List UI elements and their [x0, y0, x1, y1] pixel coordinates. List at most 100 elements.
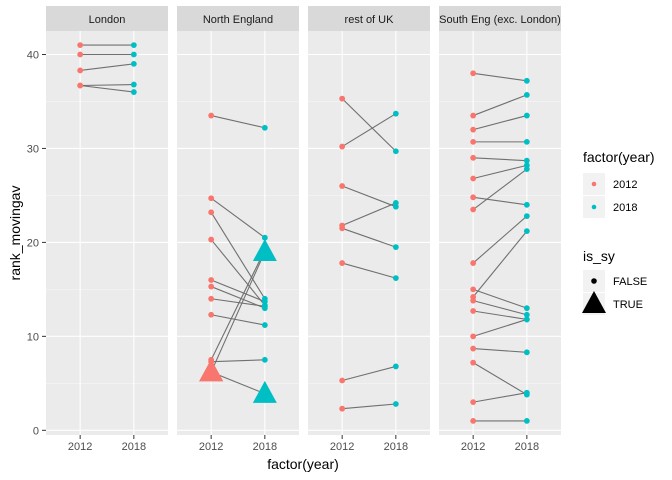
point-rest-of-uk-6-2018: [392, 363, 399, 370]
point-north-england-11-2012-triangle: [199, 359, 224, 382]
slope-line-rest-of-uk-5: [342, 262, 396, 279]
point-south-eng-exc-london-2-2018: [523, 112, 530, 119]
point-london-4-2012: [77, 82, 84, 89]
point-south-eng-exc-london-11-2012: [470, 297, 477, 304]
point-south-eng-exc-london-1-2018: [523, 91, 530, 98]
point-south-eng-exc-london-9-2012: [470, 286, 477, 293]
point-south-eng-exc-london-3-2012: [470, 138, 477, 145]
point-north-england-1-2012: [208, 195, 215, 202]
facet-rest-of-uk: rest of UK 2012 2018: [308, 6, 430, 453]
strip-bg-north-england: [177, 6, 299, 31]
x-tick-label-north-england-2018: 2018: [253, 441, 277, 453]
point-south-eng-exc-london-13-2018: [523, 316, 530, 323]
x-tick-label-london-2012: 2012: [68, 441, 92, 453]
point-south-eng-exc-london-17-2018: [523, 418, 530, 424]
facet-london: London 2012 2018: [46, 6, 168, 453]
slope-line-south-eng-exc-london-11: [473, 300, 527, 316]
slope-line-rest-of-uk-7: [342, 403, 396, 410]
legend-label-2018: 2018: [613, 202, 637, 214]
slope-line-north-england-6: [211, 298, 265, 307]
strip-bg-london: [46, 6, 168, 31]
point-south-eng-exc-london-9-2018: [523, 305, 530, 312]
slope-line-rest-of-uk-3: [341, 202, 397, 226]
point-rest-of-uk-5-2012: [339, 260, 346, 266]
point-london-2-2012: [77, 67, 84, 74]
point-south-eng-exc-london-3-2018: [523, 138, 530, 145]
x-tick-label-south-eng-exc-london-2012: 2012: [461, 441, 485, 453]
panel-bg-north-england: [177, 31, 299, 435]
point-london-0-2018: [130, 42, 137, 48]
legend-key-2018-point: [591, 204, 597, 210]
slope-line-rest-of-uk-1: [341, 113, 397, 148]
slope-line-south-eng-exc-london-1: [472, 94, 528, 117]
x-axis-title: factor(year): [267, 456, 339, 472]
slope-line-north-england-9: [211, 359, 265, 363]
point-south-eng-exc-london-6-2018: [523, 201, 530, 208]
strip-bg-south-eng-exc-london: [439, 6, 561, 31]
x-tick-label-london-2018: 2018: [122, 441, 146, 453]
facet-south-eng-exc-london: South Eng (exc. London) 2012 2018: [439, 6, 561, 453]
y-tick-label-30: 30: [27, 143, 39, 155]
point-south-eng-exc-london-4-2012: [470, 154, 477, 161]
slope-line-south-eng-exc-london-10: [472, 230, 528, 298]
slope-line-north-england-0: [211, 115, 265, 129]
slope-line-london-4: [80, 84, 134, 93]
point-rest-of-uk-1-2012: [339, 143, 346, 150]
legend-key-true-triangle: [582, 291, 606, 313]
point-rest-of-uk-3-2018: [392, 200, 399, 206]
panel-bg-london: [46, 31, 168, 435]
point-north-england-11-2018-triangle: [252, 380, 277, 403]
legend-color-title: factor(year): [583, 149, 655, 165]
point-north-england-2-2012: [208, 209, 215, 216]
slope-line-south-eng-exc-london-9: [472, 288, 528, 309]
point-south-eng-exc-london-7-2012: [470, 206, 477, 213]
point-london-1-2012: [77, 51, 84, 58]
point-north-england-7-2018: [261, 322, 268, 328]
legend-key-false-point: [591, 278, 597, 284]
legend-key-2012-point: [591, 181, 597, 187]
point-rest-of-uk-7-2012: [339, 405, 346, 412]
point-south-eng-exc-london-10-2018: [523, 228, 530, 235]
data-layer-london: [77, 42, 137, 95]
legend-shape: is_sy FALSE TRUE: [582, 248, 647, 315]
strip-label-south-eng-exc-london: South Eng (exc. London): [439, 14, 561, 26]
slope-line-south-eng-exc-london-8: [472, 215, 528, 264]
panel-bg-south-eng-exc-london: [439, 31, 561, 435]
point-north-england-7-2012: [208, 311, 215, 318]
point-north-england-3-2012: [208, 236, 215, 243]
data-layer-south-eng-exc-london: [470, 70, 530, 424]
point-south-eng-exc-london-16-2018: [523, 389, 530, 396]
slope-line-london-2: [80, 63, 134, 72]
point-rest-of-uk-5-2018: [392, 275, 399, 281]
y-axis: 0 10 20 30 40: [27, 49, 46, 437]
point-north-england-6-2018: [261, 303, 268, 310]
legend-shape-title: is_sy: [583, 248, 615, 264]
point-rest-of-uk-4-2012: [339, 225, 346, 232]
legend-label-true: TRUE: [613, 299, 643, 311]
point-north-england-4-2012: [208, 277, 215, 283]
slope-line-rest-of-uk-0: [341, 98, 397, 152]
slope-line-north-england-1: [210, 197, 266, 239]
point-rest-of-uk-7-2018: [392, 401, 399, 407]
point-london-1-2018: [130, 51, 137, 58]
point-north-england-6-2012: [208, 295, 215, 302]
panel-bg-rest-of-uk: [308, 31, 430, 435]
point-south-eng-exc-london-8-2018: [523, 213, 530, 219]
facet-north-england: North England 2012 2018: [177, 6, 299, 453]
point-rest-of-uk-1-2018: [392, 110, 399, 117]
point-rest-of-uk-2-2012: [339, 183, 346, 189]
point-london-2-2018: [130, 60, 137, 67]
point-north-england-0-2018: [261, 124, 268, 131]
point-south-eng-exc-london-8-2012: [470, 260, 477, 266]
point-north-england-10-2018-triangle: [252, 239, 277, 262]
legend-label-false: FALSE: [613, 276, 647, 288]
point-south-eng-exc-london-6-2012: [470, 194, 477, 201]
strip-label-north-england: North England: [203, 14, 273, 26]
point-south-eng-exc-london-5-2012: [470, 175, 477, 182]
slope-line-north-england-8: [210, 249, 266, 361]
slope-line-south-eng-exc-london-12: [473, 310, 527, 320]
x-tick-label-north-england-2012: 2012: [199, 441, 223, 453]
point-rest-of-uk-0-2018: [392, 148, 399, 155]
